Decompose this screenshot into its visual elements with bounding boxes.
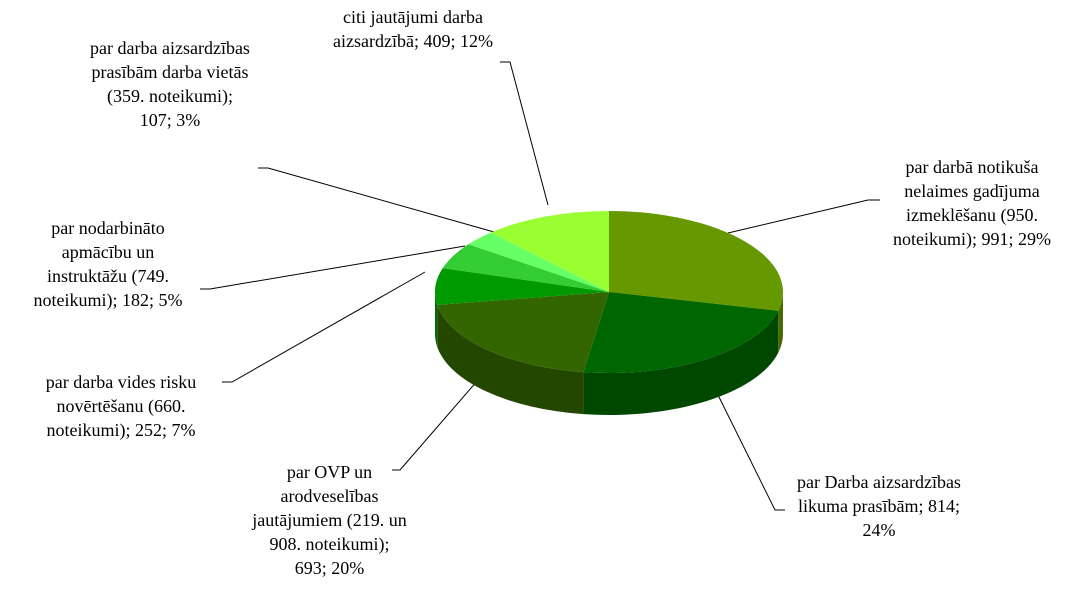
data-label: citi jautājumi darba aizsardzībā; 409; 1… <box>333 7 493 51</box>
leader-line <box>500 61 549 206</box>
slice-side <box>778 292 783 353</box>
data-label: par darba vides risku novērtēšanu (660. … <box>45 372 197 440</box>
slice-side <box>435 292 438 347</box>
data-label: par darba aizsardzības prasībām darba vi… <box>90 38 250 130</box>
leader-line <box>717 394 785 511</box>
leader-line <box>392 379 479 471</box>
slice <box>435 268 609 305</box>
data-label: par OVP un arodveselības jautājumiem (21… <box>252 462 407 578</box>
data-label: par darbā notikuša nelaimes gadījuma izm… <box>893 157 1051 249</box>
leader-line <box>200 245 466 290</box>
data-label: par Darba aizsardzības likuma prasībām; … <box>797 472 961 540</box>
leader-line <box>727 199 880 234</box>
slice <box>609 211 784 311</box>
slice <box>583 292 779 373</box>
slice-side <box>437 304 584 415</box>
slice <box>490 211 609 292</box>
data-label: par nodarbināto apmācību un instruktāžu … <box>33 218 183 310</box>
leader-line <box>222 271 426 383</box>
slice <box>442 244 609 292</box>
slice <box>468 232 609 292</box>
leader-line <box>258 167 495 233</box>
slice-side <box>583 310 779 415</box>
slice <box>437 292 609 373</box>
